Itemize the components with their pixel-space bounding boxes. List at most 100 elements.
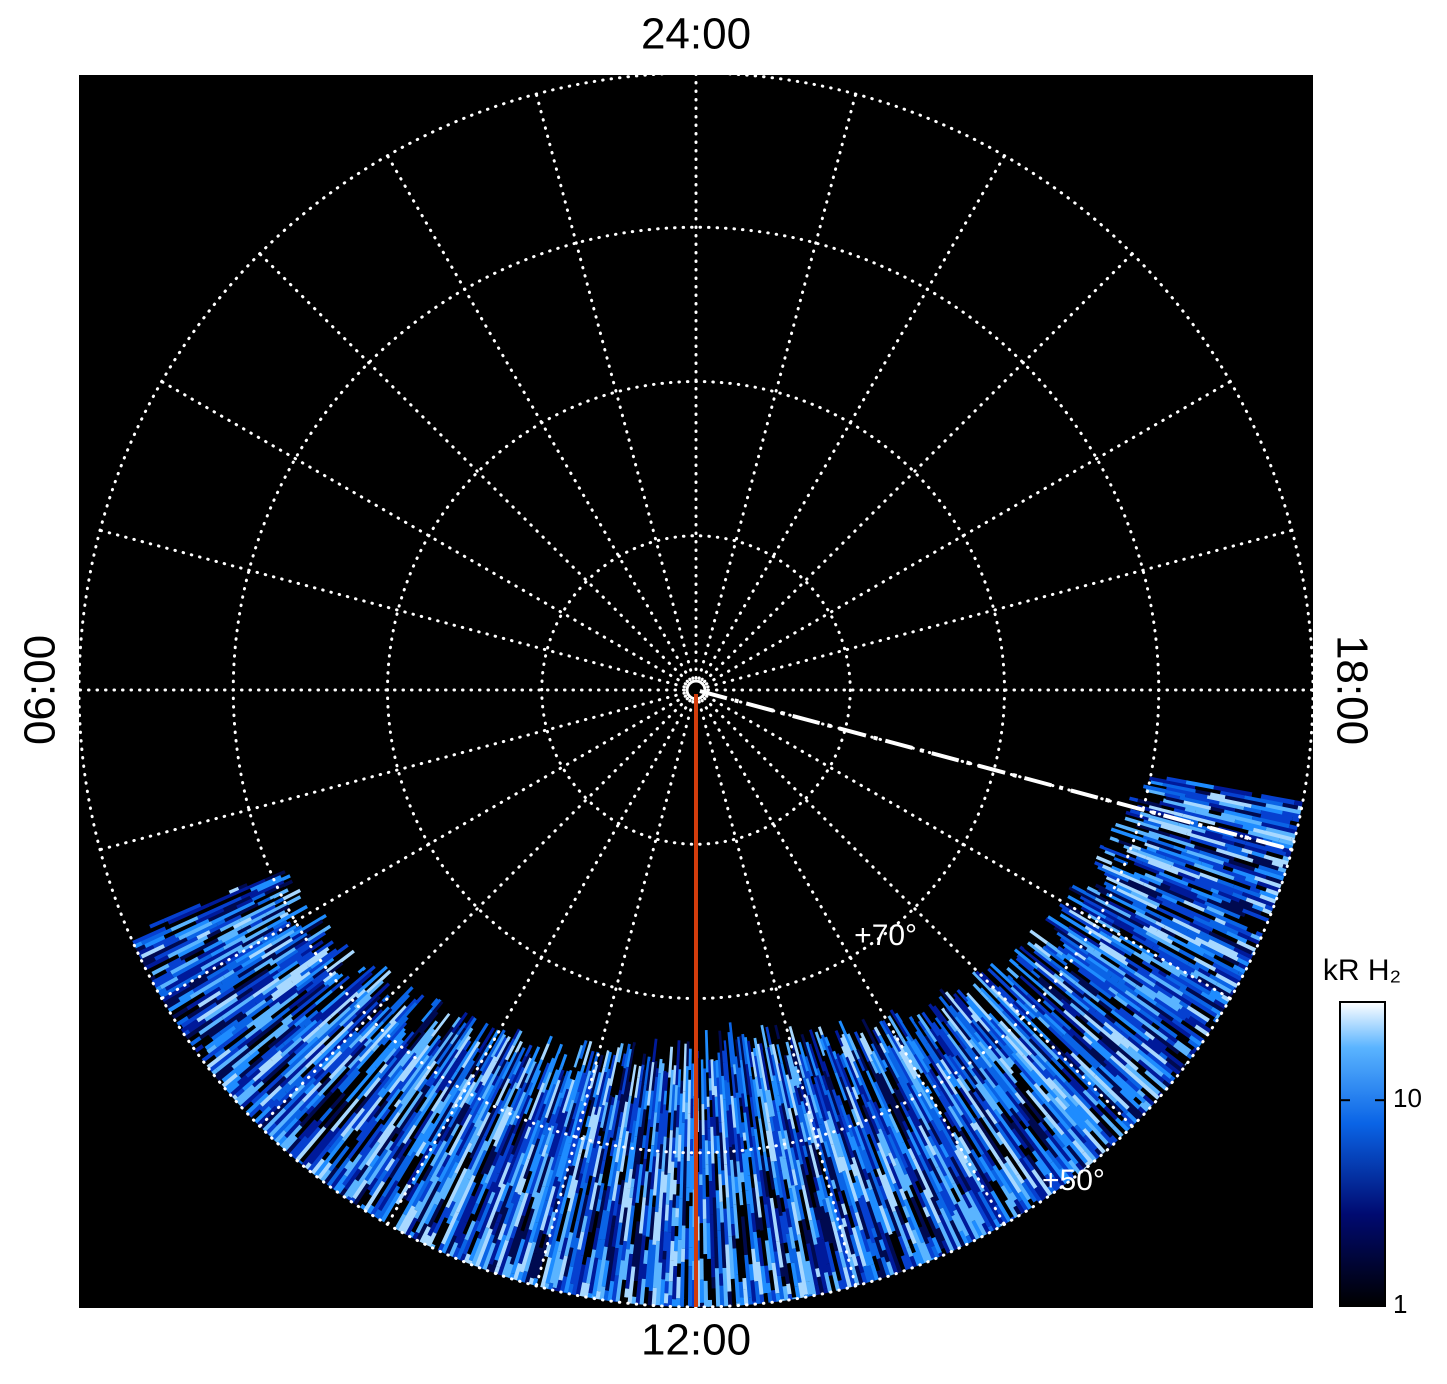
emission-cell (1038, 1121, 1048, 1132)
emission-cell (1157, 1026, 1179, 1044)
emission-cell (425, 1232, 438, 1250)
emission-cell (1046, 1076, 1068, 1100)
emission-cell (1079, 895, 1119, 919)
emission-cell (1067, 931, 1096, 952)
emission-cell (413, 1122, 435, 1154)
emission-cell (308, 1126, 342, 1166)
emission-cell (711, 1095, 718, 1136)
emission-cell (651, 1060, 658, 1091)
emission-cell (869, 1099, 886, 1132)
emission-cell (445, 1167, 469, 1209)
emission-cell (1195, 788, 1211, 796)
emission-cell (1217, 890, 1241, 903)
emission-cell (609, 1047, 621, 1087)
emission-cell (956, 1175, 969, 1194)
emission-cell (711, 1277, 717, 1289)
emission-cell (494, 1035, 511, 1063)
emission-cell (927, 1071, 942, 1092)
emission-cell (418, 1180, 434, 1203)
emission-cell (223, 902, 259, 923)
emission-cell (347, 1055, 362, 1070)
emission-cell (980, 971, 996, 987)
emission-cell (812, 1083, 828, 1122)
emission-cell (446, 1215, 454, 1225)
emission-cell (464, 1157, 473, 1170)
emission-cell (746, 1094, 755, 1128)
emission-cell (464, 1043, 489, 1081)
emission-cell (176, 961, 206, 981)
emission-cell (469, 1126, 488, 1160)
emission-cell (598, 1182, 606, 1200)
emission-cell (203, 940, 244, 966)
emission-cell (276, 1090, 288, 1103)
emission-cell (1135, 855, 1149, 864)
emission-cell (887, 1052, 913, 1095)
emission-cell (645, 1061, 653, 1091)
emission-cell (880, 1232, 901, 1279)
emission-cell (933, 1153, 948, 1177)
emission-cell (865, 1187, 882, 1223)
emission-cell (228, 1036, 248, 1053)
emission-cell (512, 1030, 523, 1047)
emission-cell (268, 985, 298, 1009)
emission-cell (434, 1060, 459, 1094)
emission-cell (1099, 937, 1126, 956)
emission-cell (154, 937, 189, 957)
emission-cell (334, 961, 349, 974)
emission-cell (344, 1168, 362, 1191)
emission-cell (479, 1029, 506, 1073)
emission-cell (668, 1260, 675, 1282)
emission-cell (1137, 1058, 1166, 1083)
emission-cell (569, 1249, 582, 1285)
emission-cell (745, 1225, 754, 1265)
emission-cell (699, 1148, 703, 1175)
emission-cell (816, 1190, 825, 1207)
emission-cell (261, 1052, 297, 1085)
emission-cell (759, 1196, 770, 1241)
emission-cell (840, 1104, 855, 1138)
emission-cell (250, 904, 276, 921)
emission-cell (967, 985, 1002, 1023)
emission-cell (878, 1238, 887, 1251)
emission-cell (355, 991, 369, 1004)
emission-cell (186, 986, 222, 1012)
emission-cell (396, 1091, 424, 1129)
emission-cell (728, 1022, 736, 1065)
emission-cell (380, 1103, 404, 1134)
emission-cell (881, 1059, 889, 1069)
emission-cell (1221, 834, 1246, 845)
emission-cell (1059, 903, 1071, 912)
emission-cell (400, 1044, 431, 1083)
emission-cell (936, 1047, 960, 1080)
emission-cell (974, 1192, 1000, 1233)
emission-cell (1013, 1205, 1023, 1216)
emission-cell (1160, 823, 1188, 836)
emission-cell (956, 1077, 986, 1119)
emission-cell (752, 1079, 762, 1119)
emission-cell (557, 1097, 564, 1108)
emission-cell (759, 1043, 771, 1091)
emission-cell (813, 1191, 824, 1220)
emission-cell (573, 1044, 584, 1068)
emission-cell (1041, 1102, 1061, 1125)
emission-cell (834, 1250, 849, 1289)
emission-cell (989, 962, 1015, 987)
emission-cell (413, 1091, 439, 1127)
emission-cell (492, 1170, 505, 1194)
emission-cell (266, 904, 308, 931)
emission-cell (1206, 897, 1246, 918)
emission-cell (395, 1151, 417, 1183)
emission-cell (964, 1047, 982, 1069)
emission-cell (603, 1185, 612, 1211)
emission-cell (885, 1066, 900, 1091)
emission-cell (870, 1053, 883, 1075)
emission-cell (808, 1219, 819, 1245)
emission-cell (411, 1142, 439, 1186)
emission-cell (1061, 1067, 1086, 1093)
emission-cell (879, 1107, 891, 1128)
emission-cell (523, 1138, 541, 1180)
emission-cell (971, 971, 1000, 999)
emission-cell (617, 1279, 627, 1307)
emission-cell (771, 1054, 781, 1084)
emission-cell (390, 1133, 400, 1143)
